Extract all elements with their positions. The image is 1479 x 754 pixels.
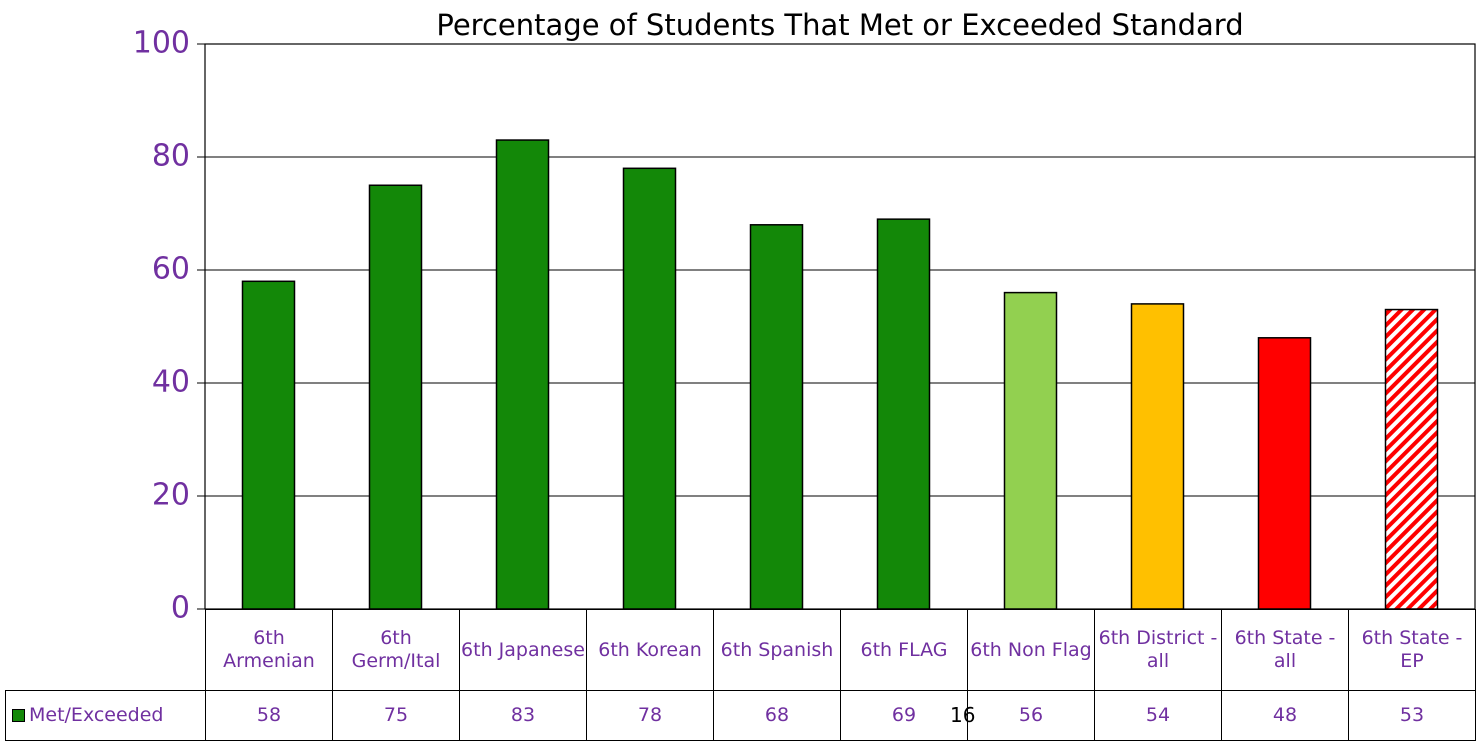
bar: [749, 224, 804, 610]
data-table-value: 78: [586, 690, 714, 741]
bar: [876, 218, 931, 610]
data-table-value: 48: [1221, 690, 1349, 741]
x-tick-label: 6th Armenian: [205, 609, 333, 691]
data-table-value: 53: [1348, 690, 1476, 741]
page-number: 16: [950, 703, 976, 727]
data-table-value: 83: [459, 690, 587, 741]
x-tick-label: 6th District - all: [1094, 609, 1222, 691]
x-tick-label: 6th FLAG: [840, 609, 968, 691]
x-tick-label: 6th Non Flag: [967, 609, 1095, 691]
legend-swatch: [12, 709, 25, 722]
x-tick-label: 6th Germ/Ital: [332, 609, 460, 691]
bar: [368, 184, 423, 610]
data-table-value: 56: [967, 690, 1095, 741]
bar: [1384, 308, 1439, 610]
y-tick-label: 40: [152, 365, 190, 400]
x-tick-label: 6th State - EP: [1348, 609, 1476, 691]
x-tick-label: 6th Spanish: [713, 609, 841, 691]
y-tick-label: 100: [133, 26, 190, 61]
data-table-value: 68: [713, 690, 841, 741]
legend-label: Met/Exceeded: [29, 704, 164, 726]
chart-title: Percentage of Students That Met or Excee…: [436, 8, 1243, 42]
y-tick-label: 80: [152, 139, 190, 174]
bar: [1003, 291, 1058, 610]
bar: [241, 280, 296, 610]
bar: [1130, 303, 1185, 610]
y-tick-label: 60: [152, 252, 190, 287]
y-tick-label: 0: [171, 591, 190, 626]
x-tick-label: 6th State - all: [1221, 609, 1349, 691]
bar: [622, 167, 677, 610]
legend-cell: Met/Exceeded: [5, 690, 206, 741]
data-table-value: 69: [840, 690, 968, 741]
bar: [1257, 337, 1312, 610]
data-table-value: 54: [1094, 690, 1222, 741]
x-tick-label: 6th Korean: [586, 609, 714, 691]
data-table-value: 75: [332, 690, 460, 741]
bar: [495, 139, 550, 610]
y-tick-label: 20: [152, 478, 190, 513]
x-tick-label: 6th Japanese: [459, 609, 587, 691]
data-table-value: 58: [205, 690, 333, 741]
